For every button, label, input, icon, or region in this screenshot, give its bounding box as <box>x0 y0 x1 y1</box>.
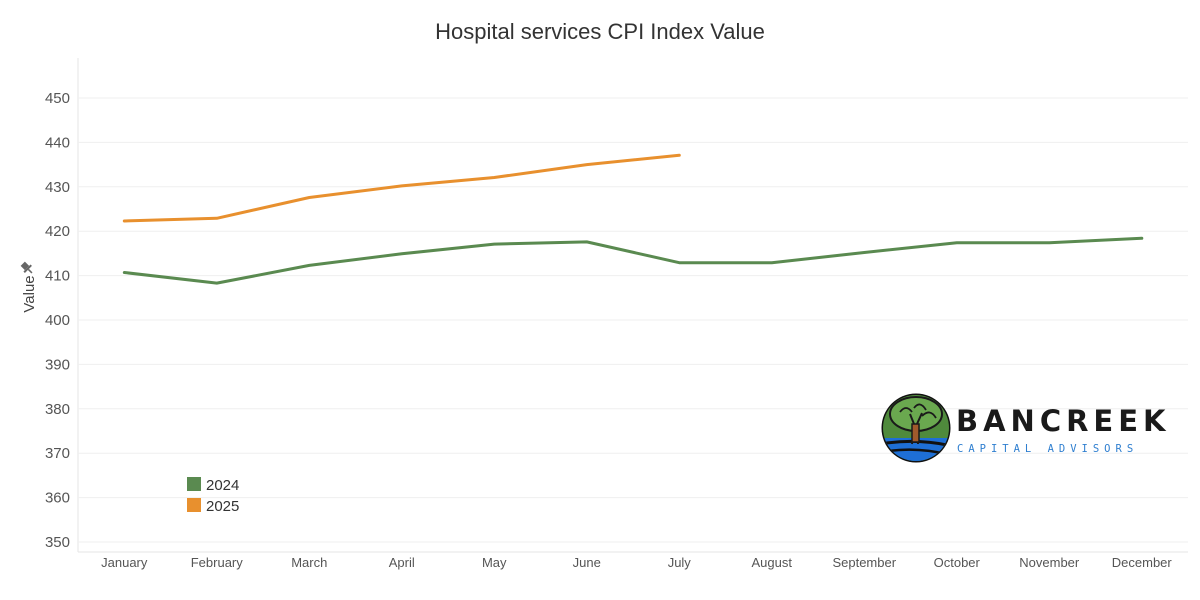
x-tick-label-august: August <box>752 555 793 570</box>
bancreek-logo: BANCREEK CAPITAL ADVISORS <box>881 393 1171 463</box>
x-tick-label-april: April <box>389 555 415 570</box>
y-tick-labels: 350 360 370 380 390 400 410 420 430 440 450 <box>45 90 70 551</box>
y-tick-label-380: 380 <box>45 401 70 418</box>
pin-icon[interactable] <box>19 260 35 276</box>
y-tick-label-390: 390 <box>45 356 70 373</box>
x-tick-label-december: December <box>1112 555 1173 570</box>
series-line-2024[interactable] <box>122 236 1144 285</box>
logo-tagline: CAPITAL ADVISORS <box>957 443 1138 455</box>
legend-label-2025: 2025 <box>206 498 239 515</box>
y-tick-label-430: 430 <box>45 179 70 196</box>
y-tick-label-370: 370 <box>45 445 70 462</box>
tree-river-logo-icon <box>881 393 951 463</box>
x-tick-label-january: January <box>101 555 148 570</box>
logo-name: BANCREEK <box>956 404 1171 438</box>
x-tick-label-march: March <box>291 555 327 570</box>
series-lines <box>122 153 1144 285</box>
y-axis-label: Value <box>21 275 38 312</box>
y-tick-label-400: 400 <box>45 312 70 329</box>
legend-swatch-2024 <box>187 477 201 491</box>
y-axis-label-group: Value <box>21 275 38 312</box>
gridlines <box>78 97 1188 543</box>
x-tick-label-june: June <box>573 555 601 570</box>
x-tick-label-may: May <box>482 555 507 570</box>
x-tick-label-february: February <box>191 555 244 570</box>
legend-swatch-2025 <box>187 498 201 512</box>
x-tick-label-october: October <box>934 555 981 570</box>
x-tick-label-july: July <box>668 555 692 570</box>
x-tick-label-november: November <box>1019 555 1080 570</box>
legend-label-2024: 2024 <box>206 477 239 494</box>
x-tick-label-september: September <box>832 555 896 570</box>
y-tick-label-350: 350 <box>45 534 70 551</box>
x-tick-labels: January February March April May June July Augu… <box>101 555 1172 570</box>
chart-title: Hospital services CPI Index Value <box>435 19 765 44</box>
y-tick-label-360: 360 <box>45 490 70 507</box>
y-tick-label-450: 450 <box>45 90 70 107</box>
legend: 2024 2025 <box>187 477 239 515</box>
y-tick-label-410: 410 <box>45 268 70 285</box>
series-line-2025[interactable] <box>122 153 681 223</box>
y-tick-label-420: 420 <box>45 223 70 240</box>
y-tick-label-440: 440 <box>45 134 70 151</box>
